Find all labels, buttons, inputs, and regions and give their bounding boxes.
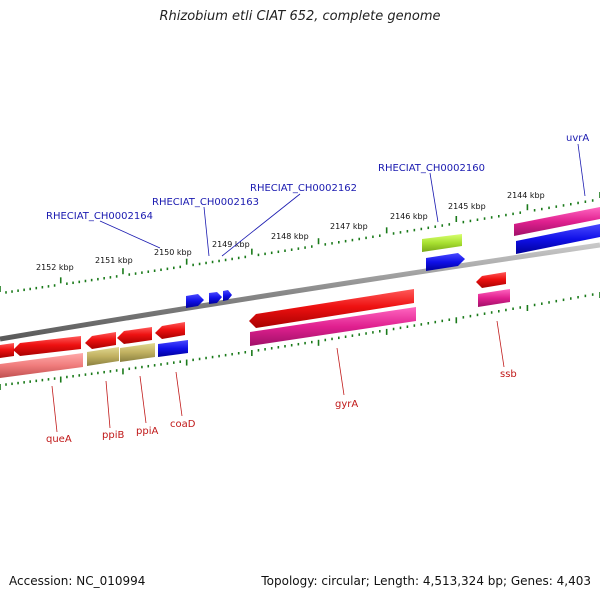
gene-label-rheciat-ch0002160: RHECIAT_CH0002160 [378, 163, 485, 174]
scale-label: 2145 kbp [448, 202, 486, 211]
gene-label-rheciat-ch0002164: RHECIAT_CH0002164 [46, 211, 153, 222]
bottom-gene-labels: queA ppiB ppiA coaD gyrA ssb [46, 320, 517, 445]
gene-label-rheciat-ch0002162: RHECIAT_CH0002162 [250, 183, 357, 194]
scale-label: 2152 kbp [36, 263, 74, 272]
scale-label: 2148 kbp [271, 232, 309, 241]
gene-label-uvra: uvrA [566, 133, 589, 144]
gene-feature-olive-1 [87, 347, 119, 366]
gene-ppib [85, 332, 116, 349]
scale-label: 2149 kbp [212, 240, 250, 249]
gene-quea [13, 336, 81, 356]
gene-label-rheciat-ch0002163: RHECIAT_CH0002163 [152, 197, 259, 208]
gene-label-gyra: gyrA [335, 399, 358, 410]
gene-feature-red-small [476, 272, 506, 288]
genome-backbone [0, 242, 600, 342]
gene-rheciat-ch0002163 [209, 292, 222, 304]
gene-label-quea: queA [46, 434, 72, 445]
accession-text: Accession: NC_010994 [9, 574, 146, 588]
top-gene-labels: RHECIAT_CH0002164 RHECIAT_CH0002163 RHEC… [46, 133, 589, 257]
gene-feature-olive-2 [120, 343, 155, 362]
gene-uvra [514, 207, 600, 236]
gene-feature-blue [426, 253, 465, 271]
gene-rheciat-ch0002162 [223, 290, 232, 301]
gene-rheciat-ch0002160 [422, 234, 462, 252]
gene-features-top[interactable] [186, 207, 600, 308]
gene-label-coad: coaD [170, 419, 196, 430]
gene-label-ssb: ssb [500, 369, 517, 380]
scale-label: 2150 kbp [154, 248, 192, 257]
genome-summary-text: Topology: circular; Length: 4,513,324 bp… [261, 574, 591, 588]
gene-feature-pink-mid [250, 307, 416, 346]
gene-gyra [249, 289, 414, 328]
scale-label: 2151 kbp [95, 256, 133, 265]
scale-ticks-top [0, 192, 600, 294]
scale-label: 2144 kbp [507, 191, 545, 200]
scale-label: 2147 kbp [330, 222, 368, 231]
gene-rheciat-ch0002164 [186, 294, 204, 308]
gene-features-bottom[interactable] [0, 289, 416, 378]
scale-ticks-bottom [0, 292, 600, 390]
gene-ssb [478, 289, 510, 307]
gene-feature-red-left [0, 343, 14, 358]
gene-feature-blue-right [516, 224, 600, 254]
scale-label: 2146 kbp [390, 212, 428, 221]
gene-coad [155, 322, 185, 339]
gene-label-ppia: ppiA [136, 426, 158, 437]
map-title: Rhizobium etli CIAT 652, complete genome [159, 9, 441, 24]
gene-label-ppib: ppiB [102, 430, 124, 441]
gene-feature-salmon [0, 353, 83, 378]
gene-feature-blue-coad [158, 340, 188, 357]
scale-labels: 2152 kbp 2151 kbp 2150 kbp 2149 kbp 2148… [36, 191, 545, 272]
gene-ppia [117, 327, 152, 344]
